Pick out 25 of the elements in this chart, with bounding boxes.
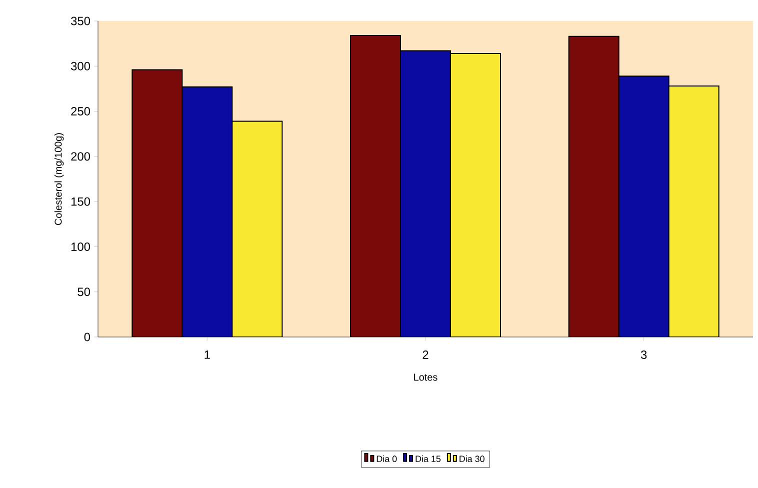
bar bbox=[132, 69, 183, 337]
x-tick-label: 1 bbox=[204, 350, 210, 359]
legend-label: Dia 0 bbox=[376, 455, 397, 462]
x-axis-title: Lotes bbox=[414, 374, 438, 381]
y-axis-title: Colesterol (mg/100g) bbox=[54, 133, 64, 226]
bar bbox=[232, 120, 283, 337]
y-tick-label: 200 bbox=[71, 152, 90, 161]
legend-label: Dia 30 bbox=[460, 455, 484, 462]
bar bbox=[618, 76, 670, 337]
bar bbox=[668, 86, 720, 337]
y-tick-label: 300 bbox=[71, 62, 90, 70]
y-tick-label: 50 bbox=[78, 288, 90, 296]
bar bbox=[182, 86, 233, 337]
bar bbox=[350, 34, 402, 337]
y-tick-label: 100 bbox=[71, 242, 90, 251]
bar bbox=[400, 50, 452, 337]
x-tick-label: 2 bbox=[422, 350, 428, 359]
x-tick-label: 3 bbox=[640, 350, 647, 359]
y-tick-label: 150 bbox=[71, 197, 90, 206]
bar bbox=[450, 53, 502, 337]
y-tick-label: 350 bbox=[71, 16, 90, 26]
y-tick-label: 250 bbox=[71, 107, 90, 116]
bar bbox=[568, 36, 620, 337]
y-tick-label: 0 bbox=[84, 332, 90, 342]
legend-label: Dia 15 bbox=[416, 455, 441, 462]
